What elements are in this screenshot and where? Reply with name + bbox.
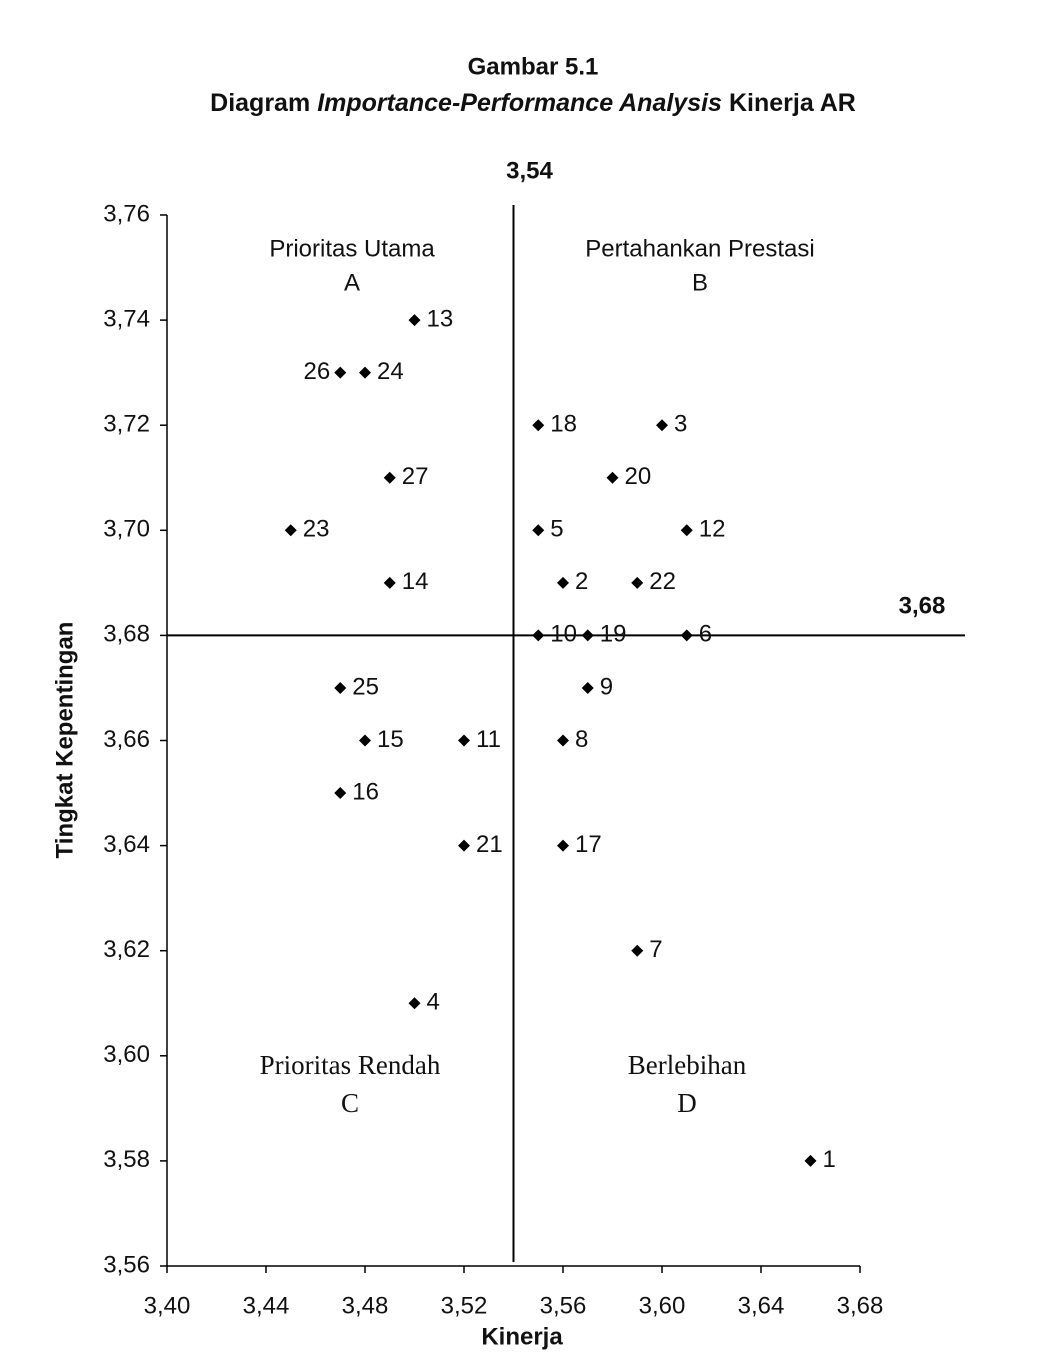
quadrant-name: Pertahankan Prestasi (585, 235, 814, 262)
point-label: 17 (575, 831, 602, 858)
point-label: 24 (377, 358, 404, 385)
point-label: 14 (402, 568, 429, 595)
y-tick-label: 3,64 (103, 831, 150, 858)
y-tick-label: 3,60 (103, 1041, 150, 1068)
chart: Gambar 5.1 DiagramImportance-Performance… (0, 0, 1047, 1357)
point-label: 25 (352, 673, 379, 700)
y-axis-label: Tingkat Kepentingan (51, 622, 78, 859)
point-label: 22 (649, 568, 676, 595)
y-tick-label: 3,72 (103, 411, 150, 438)
point-label: 13 (427, 305, 454, 332)
point-label: 2 (575, 568, 588, 595)
point-label: 26 (304, 358, 331, 385)
point-label: 5 (550, 516, 563, 543)
point-label: 16 (352, 778, 379, 805)
point-label: 10 (550, 621, 577, 648)
y-tick-label: 3,68 (103, 621, 150, 648)
x-tick-label: 3,48 (342, 1292, 389, 1319)
x-tick-label: 3,56 (540, 1292, 587, 1319)
quadrant-letter: C (341, 1088, 359, 1118)
point-label: 21 (476, 831, 503, 858)
y-tick-label: 3,76 (103, 200, 150, 227)
point-label: 3 (674, 411, 687, 438)
chart-title: Gambar 5.1 (468, 53, 599, 80)
point-label: 4 (427, 989, 440, 1016)
point-label: 23 (303, 516, 330, 543)
threshold-label-y: 3,68 (899, 593, 946, 620)
point-label: 7 (649, 936, 662, 963)
x-tick-label: 3,60 (639, 1292, 686, 1319)
quadrant-name: Prioritas Utama (269, 235, 435, 262)
quadrant-name: Berlebihan (628, 1050, 747, 1080)
point-label: 15 (377, 726, 404, 753)
x-tick-label: 3,40 (144, 1292, 191, 1319)
point-label: 12 (699, 516, 726, 543)
point-label: 20 (625, 463, 652, 490)
subtitle-part: Diagram (210, 89, 310, 117)
point-label: 1 (823, 1146, 836, 1173)
x-tick-label: 3,68 (837, 1292, 884, 1319)
point-label: 8 (575, 726, 588, 753)
point-label: 9 (600, 673, 613, 700)
background (0, 0, 1047, 1357)
y-tick-label: 3,66 (103, 726, 150, 753)
point-label: 27 (402, 463, 429, 490)
y-tick-label: 3,56 (103, 1251, 150, 1278)
quadrant-letter: B (692, 269, 708, 296)
quadrant-name: Prioritas Rendah (260, 1050, 441, 1080)
x-tick-label: 3,64 (738, 1292, 785, 1319)
y-tick-label: 3,62 (103, 936, 150, 963)
y-tick-label: 3,58 (103, 1146, 150, 1173)
point-label: 18 (550, 411, 577, 438)
x-axis-label: Kinerja (481, 1323, 563, 1350)
y-tick-label: 3,74 (103, 305, 150, 332)
quadrant-letter: A (344, 269, 360, 296)
point-label: 19 (600, 621, 627, 648)
x-tick-label: 3,52 (441, 1292, 488, 1319)
point-label: 6 (699, 621, 712, 648)
subtitle-part: Importance-Performance Analysis (317, 89, 722, 117)
quadrant-letter: D (677, 1088, 697, 1118)
subtitle-part: Kinerja AR (729, 89, 856, 117)
point-label: 11 (476, 726, 501, 753)
x-tick-label: 3,44 (243, 1292, 290, 1319)
y-tick-label: 3,70 (103, 516, 150, 543)
threshold-label-x: 3,54 (506, 157, 553, 184)
